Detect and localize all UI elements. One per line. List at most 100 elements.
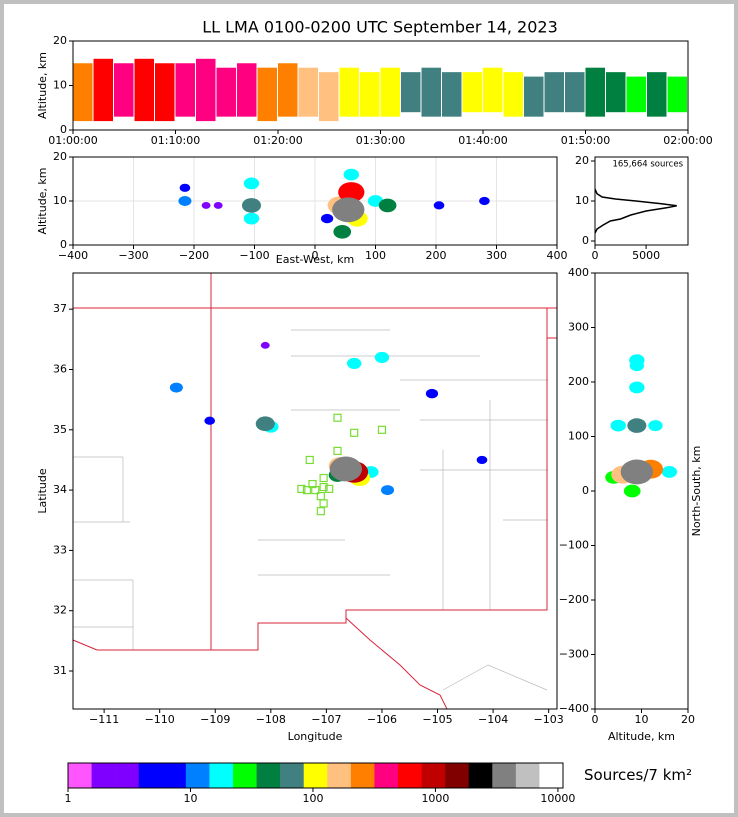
y-tick-label: 0 <box>582 484 589 497</box>
source-band <box>360 72 380 117</box>
x-tick-label: 01:40:00 <box>458 134 507 147</box>
y-tick-label: 31 <box>53 664 67 677</box>
y-tick-label: −100 <box>559 539 589 552</box>
y-tick-label: −400 <box>559 702 589 715</box>
x-tick-label: 0 <box>312 249 319 262</box>
y-tick-label: 0 <box>582 234 589 247</box>
station <box>333 446 342 455</box>
x-tick-label: −300 <box>118 249 148 262</box>
source-density <box>333 224 352 239</box>
y-tick-label: 20 <box>53 34 67 47</box>
source-band <box>421 67 441 117</box>
source-density <box>204 416 216 425</box>
colorbar-swatch <box>421 763 446 788</box>
chart-title: LL LMA 0100-0200 UTC September 14, 2023 <box>202 18 558 37</box>
station <box>297 484 306 493</box>
y-tick-label: 32 <box>53 604 67 617</box>
x-tick-label: 01:00:00 <box>48 134 97 147</box>
source-band <box>114 63 134 117</box>
source-band <box>339 67 359 117</box>
x-tick-label: 1000 <box>421 792 449 805</box>
source-density <box>179 183 191 192</box>
x-tick-label: 10 <box>635 713 649 726</box>
station <box>302 485 312 495</box>
altitude-profile <box>594 188 677 234</box>
plot-frame <box>594 156 689 246</box>
station <box>333 413 342 422</box>
source-density <box>255 416 275 432</box>
source-band <box>73 63 93 122</box>
colorbar-swatch <box>91 763 116 788</box>
annotation: 165,664 sources <box>612 160 683 170</box>
y-axis-label: Altitude, km <box>36 167 49 234</box>
station <box>319 499 328 508</box>
source-density <box>243 212 260 225</box>
x-tick-label: 5000 <box>632 249 660 262</box>
colorbar-swatch <box>115 763 140 788</box>
colorbar-swatch <box>185 763 210 788</box>
x-axis-label: Altitude, km <box>608 730 675 743</box>
station <box>316 507 325 516</box>
source-band <box>483 67 503 113</box>
y-tick-label: 0 <box>60 123 67 136</box>
x-tick-label: 01:20:00 <box>253 134 302 147</box>
x-tick-label: −110 <box>145 713 175 726</box>
source-density <box>620 459 654 485</box>
source-band <box>606 72 626 113</box>
colorbar-swatch <box>468 763 493 788</box>
source-density <box>648 420 663 432</box>
source-band <box>93 58 113 122</box>
source-density <box>178 196 192 206</box>
source-band <box>585 67 605 117</box>
source-band <box>278 63 298 117</box>
y-tick-label: 20 <box>575 154 589 167</box>
source-band <box>524 76 544 117</box>
colorbar-swatch <box>445 763 470 788</box>
source-density <box>374 351 390 363</box>
x-tick-label: −105 <box>422 713 452 726</box>
colorbar-swatch <box>280 763 305 788</box>
map-outlines <box>72 273 557 710</box>
source-band <box>462 72 482 113</box>
source-density <box>343 168 359 181</box>
x-tick-label: 10 <box>183 792 197 805</box>
colorbar-swatch <box>209 763 234 788</box>
source-density <box>169 382 183 393</box>
source-density <box>425 388 439 399</box>
x-tick-label: 400 <box>547 249 568 262</box>
colorbar-swatch <box>515 763 540 788</box>
source-band <box>196 58 216 122</box>
plot-frame <box>72 40 689 131</box>
x-tick-label: 20 <box>681 713 695 726</box>
y-tick-label: 36 <box>53 362 67 375</box>
colorbar-swatch <box>398 763 422 788</box>
x-tick-label: −104 <box>478 713 508 726</box>
x-tick-label: 01:50:00 <box>561 134 610 147</box>
x-tick-label: 02:00:00 <box>663 134 712 147</box>
source-density <box>623 484 641 498</box>
source-density <box>201 201 211 209</box>
x-tick-label: −107 <box>311 713 341 726</box>
y-tick-label: 0 <box>60 238 67 251</box>
x-tick-label: 1 <box>65 792 72 805</box>
y-tick-label: 34 <box>53 483 67 496</box>
source-density <box>629 354 645 367</box>
source-band <box>175 63 195 117</box>
station <box>350 428 359 437</box>
plot-frame <box>72 156 558 246</box>
y-axis-label: Latitude <box>36 468 49 514</box>
colorbar-swatch <box>138 763 163 788</box>
y-axis-label: North-South, km <box>690 446 703 537</box>
station <box>377 425 387 434</box>
y-tick-label: 37 <box>53 302 67 315</box>
source-density <box>243 177 260 190</box>
y-tick-label: 10 <box>53 194 67 207</box>
y-tick-label: 10 <box>53 79 67 92</box>
x-tick-label: 01:30:00 <box>356 134 405 147</box>
source-band <box>134 58 154 122</box>
source-band <box>319 72 339 122</box>
source-density <box>381 485 395 496</box>
x-tick-label: −200 <box>179 249 209 262</box>
source-density <box>627 418 647 433</box>
